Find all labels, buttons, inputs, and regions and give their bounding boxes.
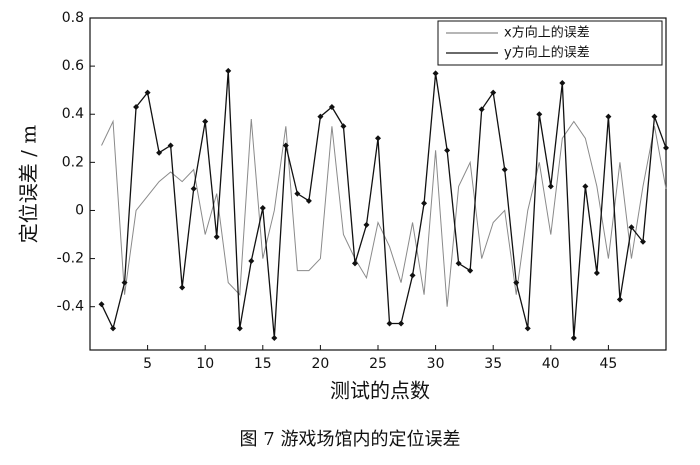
point-marker <box>375 135 381 142</box>
x-tick-label: 35 <box>484 356 502 372</box>
point-marker <box>259 205 266 212</box>
legend-label: x方向上的误差 <box>504 25 590 41</box>
point-marker <box>455 260 462 267</box>
point-marker <box>582 183 589 190</box>
point-marker <box>121 279 128 286</box>
point-marker <box>651 113 658 120</box>
x-tick-label: 20 <box>311 356 329 372</box>
point-marker <box>639 238 646 245</box>
point-marker <box>467 267 474 274</box>
y-tick-label: -0.2 <box>57 251 84 267</box>
point-marker <box>547 183 554 190</box>
legend-box <box>437 20 663 66</box>
x-tick-label: 30 <box>427 356 445 372</box>
point-marker <box>386 320 393 327</box>
point-marker <box>294 190 301 197</box>
point-marker <box>536 111 543 118</box>
point-marker <box>156 149 163 156</box>
point-marker <box>605 113 612 120</box>
y-tick-label: 0.8 <box>62 10 84 26</box>
point-marker <box>271 334 278 341</box>
x-tick-label: 10 <box>196 356 214 372</box>
y-axis-label: 定位误差 / m <box>17 125 41 243</box>
point-marker <box>663 144 669 151</box>
plot-area <box>89 17 667 351</box>
series-line <box>100 70 667 339</box>
legend-label: y方向上的误差 <box>504 45 590 61</box>
y-tick-label: 0.2 <box>62 154 84 170</box>
point-marker <box>317 113 324 120</box>
point-marker <box>179 284 186 291</box>
point-marker <box>133 104 140 111</box>
point-marker <box>225 67 232 74</box>
point-marker <box>593 270 600 277</box>
point-marker <box>616 296 623 303</box>
x-tick-label: 5 <box>143 356 152 372</box>
point-marker <box>363 221 370 228</box>
point-marker <box>628 224 635 231</box>
point-marker <box>328 104 335 111</box>
series-line <box>101 119 667 307</box>
point-marker <box>478 106 485 113</box>
point-marker <box>213 233 220 240</box>
point-marker <box>524 325 531 332</box>
x-tick-label: 25 <box>369 356 387 372</box>
point-marker <box>340 123 347 130</box>
point-marker <box>110 325 117 332</box>
point-marker <box>559 79 566 86</box>
point-marker <box>144 89 151 96</box>
point-marker <box>421 200 428 207</box>
point-marker <box>202 118 209 125</box>
x-tick-label: 15 <box>254 356 272 372</box>
point-marker <box>282 142 289 149</box>
point-marker <box>570 334 577 341</box>
point-marker <box>305 197 312 204</box>
x-tick-label: 40 <box>542 356 560 372</box>
point-marker <box>409 272 416 279</box>
x-axis-label: 测试的点数 <box>330 379 430 403</box>
point-marker <box>248 257 255 264</box>
point-marker <box>490 89 497 96</box>
point-marker <box>236 325 243 332</box>
point-marker <box>432 70 439 77</box>
point-marker <box>351 260 358 267</box>
point-marker <box>98 301 105 308</box>
y-tick-label: 0 <box>75 202 84 218</box>
y-tick-label: 0.6 <box>62 58 84 74</box>
point-marker <box>444 147 451 154</box>
point-marker <box>167 142 174 149</box>
x-tick-label: 45 <box>599 356 617 372</box>
point-marker <box>513 279 520 286</box>
y-tick-label: 0.4 <box>62 106 84 122</box>
caption: 图 7 游戏场馆内的定位误差 <box>240 429 461 450</box>
point-marker <box>398 320 405 327</box>
point-marker <box>190 185 197 192</box>
point-marker <box>501 166 508 173</box>
y-tick-label: -0.4 <box>57 299 84 315</box>
